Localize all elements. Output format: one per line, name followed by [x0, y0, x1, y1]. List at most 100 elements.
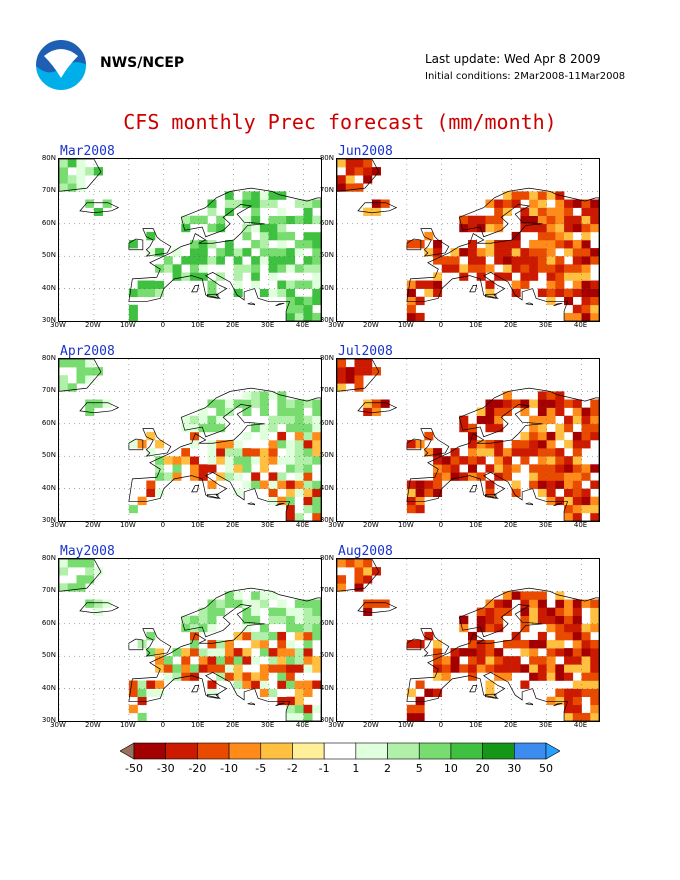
- legend-swatch: [514, 742, 547, 760]
- lon-tick-label: 20W: [363, 521, 379, 529]
- map-canvas: [59, 559, 321, 721]
- coastline: [191, 285, 200, 293]
- panel-label-jun2008: Jun2008: [338, 144, 393, 159]
- precip-anomaly-cells: [59, 559, 321, 721]
- lon-tick-label: 0: [160, 321, 166, 329]
- lon-tick-label: 20E: [503, 521, 518, 529]
- lon-tick-label: 0: [160, 721, 166, 729]
- lon-tick-label: 20E: [225, 721, 240, 729]
- lat-tick-label: 60N: [319, 618, 334, 627]
- lat-tick-label: 70N: [41, 386, 56, 395]
- legend-swatch: [260, 742, 293, 760]
- lon-tick-label: 30W: [50, 321, 66, 329]
- coastline: [357, 402, 398, 414]
- coastline: [59, 159, 102, 192]
- coastline: [485, 293, 497, 299]
- legend-swatch: [228, 742, 262, 760]
- forecast-map-may2008: [58, 558, 322, 722]
- lon-tick-label: 40E: [295, 721, 310, 729]
- precip-anomaly-cells: [337, 559, 599, 721]
- panel-label-mar2008: Mar2008: [60, 144, 115, 159]
- lat-tick-label: 80N: [319, 554, 334, 562]
- organization-label: NWS/NCEP: [100, 55, 185, 71]
- color-legend: -50 -30 -20 -10 -5 -2 -1 1 2 5 10 20 30 50: [119, 742, 561, 782]
- initial-conditions-text: Initial conditions: 2Mar2008-11Mar2008: [425, 71, 626, 82]
- noaa-logo: [34, 38, 88, 92]
- panel-label-jul2008: Jul2008: [338, 344, 393, 359]
- lat-tick-label: 60N: [319, 418, 334, 427]
- coastline: [485, 693, 497, 699]
- lat-tick-label: 30N: [319, 716, 334, 724]
- legend-swatch: [292, 742, 325, 760]
- legend-swatch: [165, 742, 198, 760]
- legend-label: -10: [220, 762, 239, 775]
- lon-tick-label: 10W: [397, 321, 414, 329]
- coastline: [191, 685, 200, 693]
- lat-tick-label: 60N: [41, 618, 56, 627]
- forecast-map-jun2008: [336, 158, 600, 322]
- lat-tick-label: 80N: [319, 354, 334, 362]
- lon-tick-label: 10E: [469, 721, 483, 729]
- coastline: [420, 228, 450, 257]
- coastline: [337, 359, 380, 392]
- map-canvas: [59, 359, 321, 521]
- lon-tick-label: 30W: [328, 721, 344, 729]
- legend-swatch: [450, 742, 483, 760]
- legend-label: 2: [384, 762, 392, 775]
- lat-tick-label: 50N: [319, 651, 334, 660]
- legend-swatch: [387, 742, 420, 760]
- coastline: [553, 702, 563, 707]
- lon-tick-label: 30E: [538, 521, 553, 529]
- lon-tick-label: 30W: [50, 521, 66, 529]
- lat-tick-label: 60N: [41, 418, 56, 427]
- coastline: [275, 302, 285, 307]
- coastline: [525, 302, 533, 306]
- lat-tick-label: 30N: [319, 316, 334, 324]
- legend-label: 50: [539, 762, 553, 775]
- lat-tick-label: 40N: [41, 483, 56, 492]
- lon-tick-label: 20W: [363, 321, 379, 329]
- precip-anomaly-cells: [337, 359, 599, 521]
- legend-swatch: [482, 742, 515, 760]
- lon-tick-label: 0: [438, 721, 444, 729]
- coastline: [553, 302, 563, 307]
- legend-label: -2: [286, 762, 298, 775]
- lon-tick-label: 30E: [538, 321, 553, 329]
- lon-tick-label: 10E: [191, 721, 205, 729]
- lon-tick-label: 20E: [225, 321, 240, 329]
- panel-label-apr2008: Apr2008: [60, 344, 115, 359]
- coastline: [247, 302, 255, 306]
- legend-label: 10: [443, 762, 458, 775]
- coastline: [357, 202, 398, 214]
- lat-tick-label: 40N: [319, 283, 334, 292]
- forecast-map-apr2008: [58, 358, 322, 522]
- lon-tick-label: 10W: [119, 321, 136, 329]
- coastline: [79, 202, 120, 214]
- coastline: [142, 628, 172, 657]
- coastline: [128, 187, 321, 321]
- legend-colorbar: [119, 742, 561, 760]
- lon-tick-label: 30E: [260, 321, 275, 329]
- lat-tick-label: 30N: [41, 516, 56, 524]
- lat-tick-label: 70N: [319, 586, 334, 595]
- lat-tick-label: 40N: [319, 483, 334, 492]
- legend-label: -20: [188, 762, 207, 775]
- lon-tick-label: 10W: [119, 521, 136, 529]
- coastline: [485, 493, 497, 499]
- lon-tick-label: 40E: [573, 521, 588, 529]
- coastline: [207, 493, 219, 499]
- legend-label: -30: [156, 762, 175, 775]
- lon-tick-label: 10W: [397, 521, 414, 529]
- coastline: [406, 387, 599, 521]
- legend-swatch: [119, 742, 135, 760]
- lon-tick-label: 0: [438, 321, 444, 329]
- panel-label-aug2008: Aug2008: [338, 544, 393, 559]
- legend-swatch: [418, 742, 452, 760]
- coastline: [207, 693, 219, 699]
- map-canvas: [337, 359, 599, 521]
- legend-label: 5: [415, 762, 423, 775]
- lon-tick-label: 20E: [225, 521, 240, 529]
- coastline: [420, 428, 450, 457]
- lat-tick-label: 80N: [41, 554, 56, 562]
- legend-label: 20: [475, 762, 490, 775]
